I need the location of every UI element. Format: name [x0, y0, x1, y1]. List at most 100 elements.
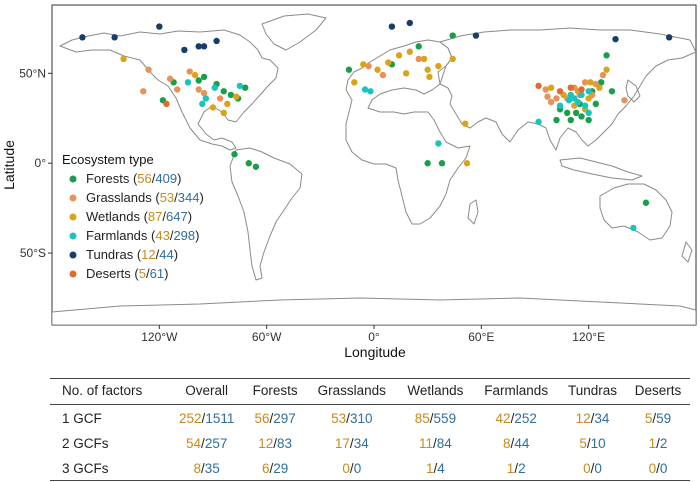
- table-header-row: No. of factors Overall Forests Grassland…: [50, 378, 690, 405]
- point-wetlands: [462, 120, 469, 127]
- asia-outline: [439, 27, 696, 151]
- south-america-outline: [229, 147, 303, 281]
- table-cell: 252/1511: [179, 411, 235, 426]
- table-header: Tundras: [559, 378, 627, 405]
- point-forests: [572, 109, 580, 117]
- legend-key-wetlands: [69, 213, 77, 221]
- legend-label-forests: Forests (56/409): [86, 171, 181, 186]
- point-deserts: [556, 88, 564, 95]
- point-forests: [200, 73, 208, 81]
- point-tundras: [156, 23, 163, 30]
- x-tick-label: 0°: [368, 330, 380, 344]
- x-axis-ticks: 120°W 60°W 0° 60°E 120°E: [141, 325, 605, 344]
- point-forests: [252, 163, 260, 170]
- y-axis-ticks: 50°N 0° 50°S: [19, 66, 52, 260]
- table-cell: 42/252: [495, 411, 537, 426]
- point-grasslands: [547, 98, 555, 106]
- x-axis-title: Longitude: [344, 344, 406, 360]
- point-farmlands: [571, 95, 578, 102]
- point-forests: [585, 116, 592, 124]
- point-deserts: [567, 84, 574, 91]
- point-wetlands: [424, 66, 431, 73]
- japan-outline: [625, 79, 641, 103]
- point-tundras: [213, 37, 220, 45]
- point-forests: [220, 88, 227, 95]
- point-tundras: [79, 34, 86, 41]
- y-tick-label: 50°S: [20, 246, 46, 260]
- point-wetlands: [233, 93, 240, 100]
- data-points: [79, 19, 673, 232]
- table-cell: 1/4: [397, 455, 474, 481]
- point-tundras: [472, 32, 480, 39]
- point-tundras: [388, 23, 396, 30]
- point-forests: [245, 160, 252, 167]
- point-deserts: [535, 82, 542, 90]
- point-grasslands: [140, 88, 147, 95]
- table-cell: 85/559: [414, 411, 457, 426]
- point-wetlands: [191, 71, 199, 79]
- table-cell: 11/84: [419, 436, 452, 451]
- legend-label-deserts: Deserts (5/61): [86, 266, 168, 281]
- point-forests: [227, 91, 235, 99]
- table-cell: 6/29: [244, 455, 307, 481]
- indonesia-outline: [559, 157, 643, 181]
- point-wetlands: [587, 79, 594, 86]
- x-tick-label: 60°W: [252, 330, 282, 344]
- point-grasslands: [379, 71, 387, 79]
- table-cell: 8/44: [503, 436, 530, 451]
- point-wetlands: [406, 48, 413, 55]
- table-cell: 53/310: [331, 411, 373, 426]
- point-wetlands: [360, 61, 367, 68]
- table-cell: 8/35: [169, 455, 245, 481]
- point-grasslands: [145, 66, 152, 73]
- legend-key-farmlands: [69, 232, 77, 240]
- point-forests: [608, 88, 616, 95]
- point-wetlands: [385, 59, 392, 66]
- point-wetlands: [547, 84, 555, 91]
- point-farmlands: [535, 118, 542, 126]
- new-zealand-outline: [681, 241, 693, 263]
- point-forests: [553, 116, 560, 124]
- table-cell: 0/0: [559, 455, 627, 481]
- point-farmlands: [556, 102, 564, 109]
- point-deserts: [578, 86, 585, 93]
- point-farmlands: [202, 95, 210, 102]
- europe-africa-outline: [345, 39, 471, 225]
- point-wetlands: [463, 160, 471, 167]
- point-farmlands: [199, 100, 206, 108]
- x-tick-label: 60°E: [468, 330, 494, 344]
- point-farmlands: [581, 102, 589, 109]
- table-cell: 1/2: [648, 436, 668, 451]
- table-row: 3 GCFs 8/35 6/29 0/0 1/4 1/2 0/0 0/0: [50, 455, 690, 481]
- point-forests: [438, 160, 446, 167]
- row-label: 2 GCFs: [62, 436, 109, 451]
- point-farmlands: [236, 82, 244, 90]
- point-grasslands: [186, 68, 193, 75]
- point-forests: [564, 109, 571, 117]
- point-grasslands: [581, 79, 589, 86]
- greenland-outline: [261, 13, 327, 51]
- x-tick-label: 120°E: [572, 330, 605, 344]
- point-wetlands: [403, 70, 410, 77]
- point-forests: [345, 66, 353, 73]
- point-wetlands: [585, 95, 592, 102]
- legend-label-farmlands: Farmlands (43/298): [86, 228, 200, 243]
- point-wetlands: [603, 66, 610, 73]
- point-deserts: [163, 100, 170, 108]
- row-label: 3 GCFs: [50, 455, 170, 481]
- point-forests: [449, 32, 456, 39]
- point-forests: [597, 79, 605, 86]
- table-header: Forests: [244, 378, 307, 405]
- table-cell: 0/0: [626, 455, 690, 481]
- point-wetlands: [351, 79, 358, 86]
- table-header: No. of factors: [50, 378, 170, 405]
- world-map-chart: 120°W 60°W 0° 60°E 120°E 50°N 0° 50°S Longitud…: [1, 4, 697, 360]
- point-grasslands: [174, 86, 181, 93]
- legend-key-deserts: [69, 270, 77, 278]
- point-tundras: [665, 34, 673, 41]
- legend-label-tundras: Tundras (12/44): [86, 247, 178, 262]
- table-cell: 5/10: [579, 436, 606, 451]
- point-grasslands: [542, 86, 549, 93]
- point-forests: [424, 160, 431, 167]
- point-forests: [642, 199, 650, 206]
